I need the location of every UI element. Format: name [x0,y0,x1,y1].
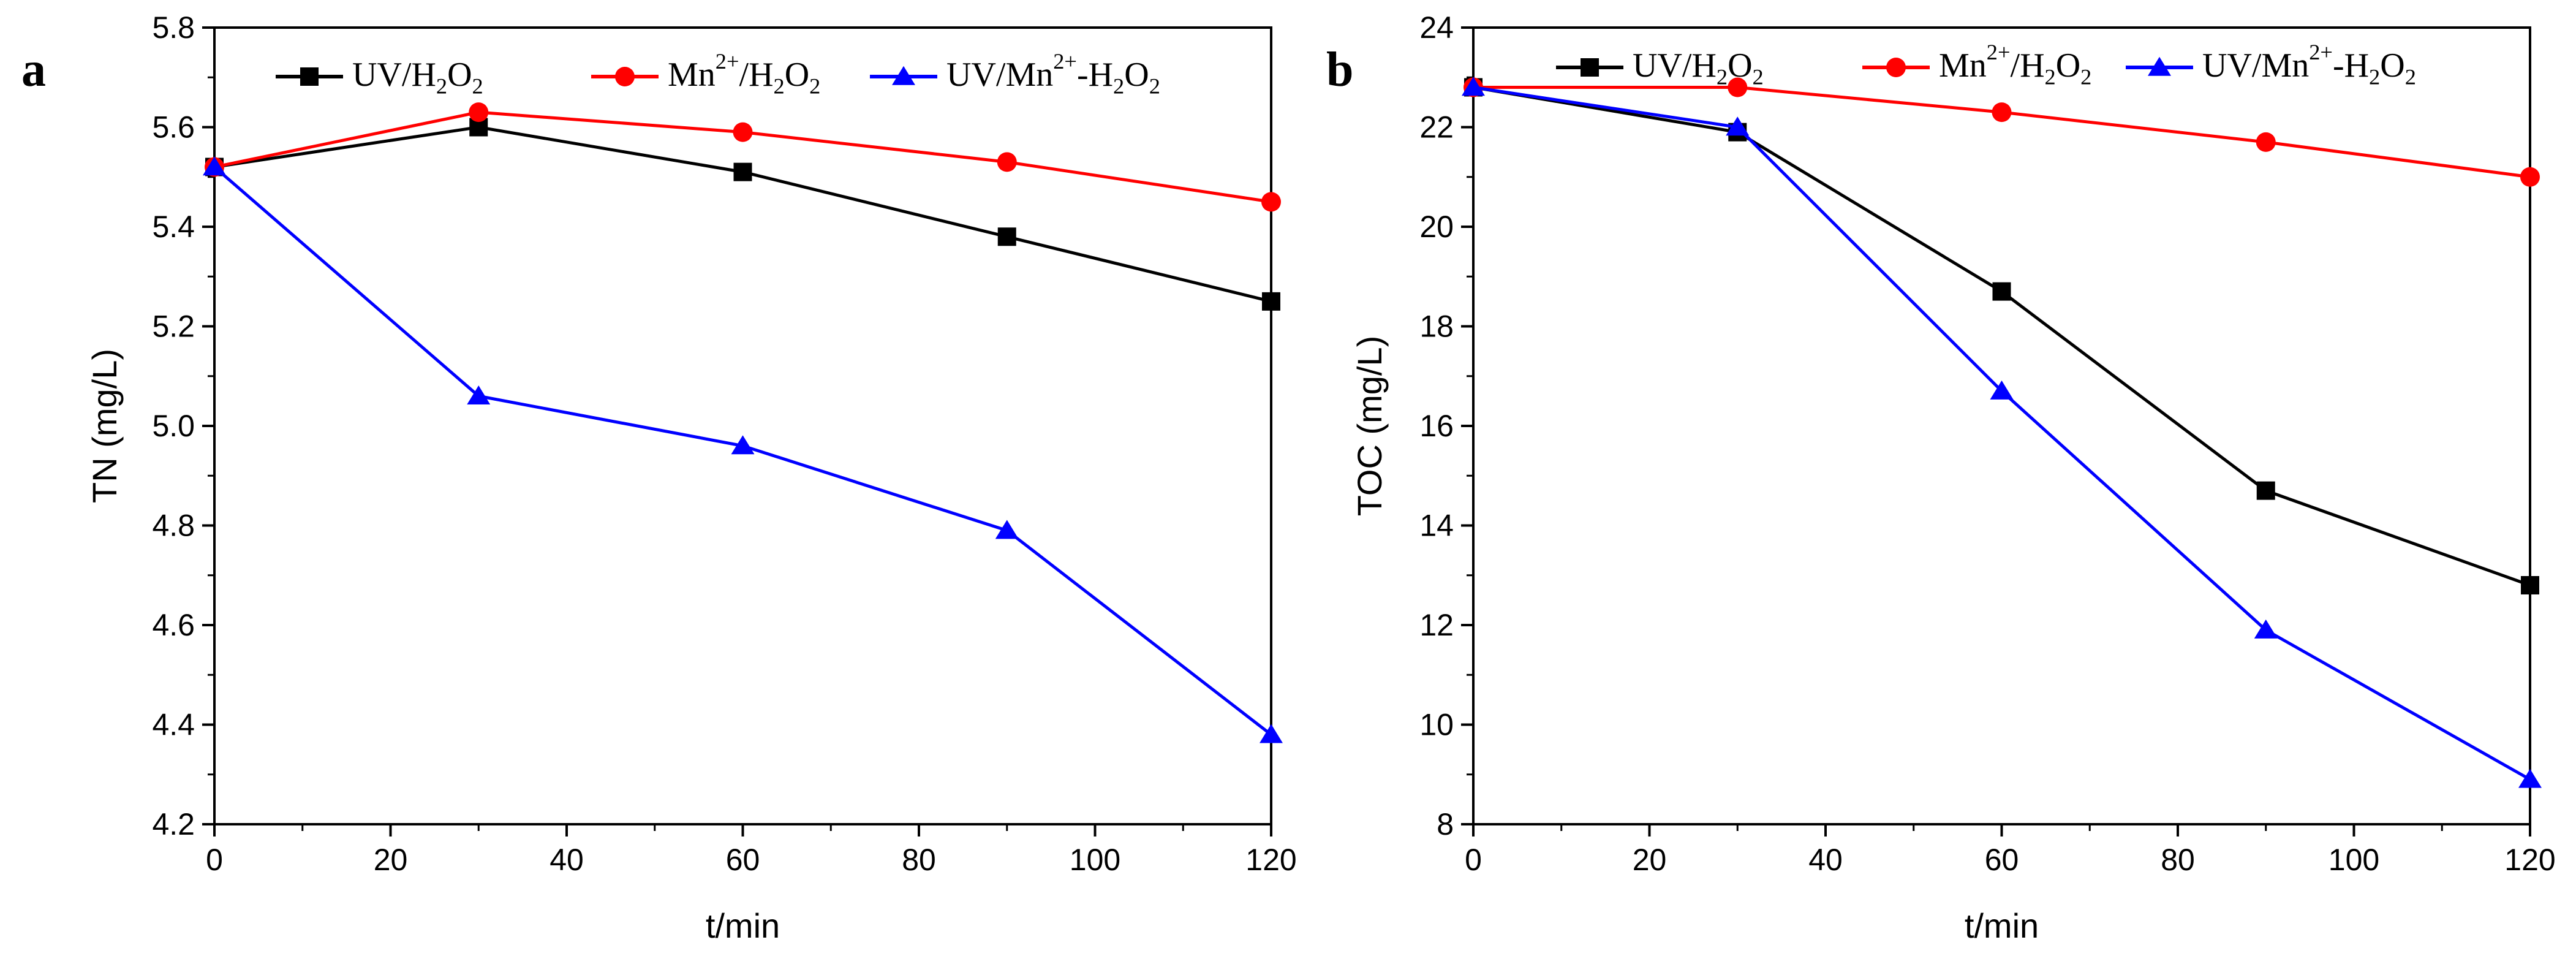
legend-label: Mn2+/H2O2 [1939,40,2091,89]
y-tick-label: 20 [1419,210,1454,244]
data-point [467,385,491,405]
series-mn2-h2o2 [1464,77,2540,187]
data-point [469,102,489,123]
legend-marker [892,66,915,85]
legend-marker [1886,58,1906,77]
data-point [1728,77,1748,97]
x-tick-label: 80 [902,843,936,877]
data-point [1726,116,1750,136]
data-point [997,227,1016,246]
data-point [2521,576,2539,594]
panel-letter: b [1326,43,1354,97]
data-point [1260,724,1283,743]
y-tick-label: 12 [1419,608,1454,642]
legend-item: UV/Mn2+-H2O2 [870,49,1160,98]
y-tick-label: 5.6 [152,110,195,145]
y-tick-label: 4.6 [152,608,195,642]
series-uv-mn2-h2o2 [203,156,1283,743]
legend: UV/H2O2 Mn2+/H2O2 UV/Mn2+-H2O2 [276,49,1160,98]
y-tick-label: 4.8 [152,509,195,543]
x-tick-label: 20 [1633,843,1667,877]
y-tick-label: 22 [1419,110,1454,145]
legend-item: UV/Mn2+-H2O2 [2126,40,2416,89]
data-point [2256,132,2276,152]
x-axis-label: t/min [1965,906,2039,945]
y-tick-label: 5.8 [152,10,195,45]
data-point [1261,192,1281,212]
legend-label: UV/Mn2+-H2O2 [946,49,1160,98]
legend-item: Mn2+/H2O2 [1862,40,2091,89]
legend-marker [2148,56,2171,76]
x-tick-label: 100 [1070,843,1120,877]
x-tick-label: 20 [374,843,408,877]
data-point [1990,380,2014,400]
plot-frame [213,26,1272,825]
legend-item: UV/H2O2 [1556,47,1764,89]
x-tick-label: 120 [2504,843,2555,877]
y-axis-label: TN (mg/L) [85,349,124,503]
series-line [214,125,1272,303]
y-tick-label: 18 [1419,309,1454,344]
x-tick-label: 120 [1245,843,1296,877]
data-point [731,435,755,455]
data-point [1462,77,1485,96]
y-tick-label: 10 [1419,708,1454,742]
x-tick-label: 40 [550,843,584,877]
y-tick-label: 5.2 [152,309,195,344]
legend-marker [1581,58,1599,77]
x-tick-label: 60 [1985,843,2019,877]
legend: UV/H2O2 Mn2+/H2O2 UV/Mn2+-H2O2 [1556,40,2416,89]
y-tick-label: 5.4 [152,210,195,244]
data-point [2518,768,2542,788]
x-tick-label: 0 [206,843,223,877]
series-line [1473,86,2531,179]
data-point [2520,167,2540,187]
y-tick-label: 8 [1437,807,1454,841]
legend-marker [615,67,635,86]
panel-letter: a [21,43,46,97]
series-mn2-h2o2 [205,102,1281,212]
y-tick-label: 14 [1419,509,1454,543]
x-tick-label: 80 [2161,843,2195,877]
data-point [2254,619,2278,639]
series-uv-mn2-h2o2 [1462,77,2542,788]
legend-item: Mn2+/H2O2 [591,49,820,98]
y-tick-label: 5.0 [152,409,195,443]
x-tick-label: 0 [1465,843,1482,877]
x-tick-label: 40 [1808,843,1843,877]
data-point [2256,481,2275,500]
y-tick-label: 16 [1419,409,1454,443]
data-point [1262,292,1280,311]
x-tick-label: 100 [2329,843,2379,877]
legend-marker [300,67,319,86]
legend-label: Mn2+/H2O2 [668,49,820,98]
series-uv-h2o2 [205,118,1280,311]
x-axis-label: t/min [706,906,780,945]
data-point [733,162,752,181]
y-tick-label: 24 [1419,10,1454,45]
legend-item: UV/H2O2 [276,56,483,98]
series-line [1473,86,2531,587]
series-line [1473,86,2531,781]
plot-frame [1472,26,2531,825]
legend-label: UV/Mn2+-H2O2 [2202,40,2416,89]
data-point [1992,282,2011,301]
x-tick-label: 60 [726,843,760,877]
panel-a: a 0 20 40 60 80 100 120 4.2 4.4 4.6 4.8 5.0 5.2 5.4 5.6… [21,10,1297,945]
data-point [1992,102,2012,123]
data-point [203,156,226,176]
legend-label: UV/H2O2 [352,56,483,98]
y-axis-label: TOC (mg/L) [1350,336,1389,517]
y-tick-label: 4.2 [152,807,195,841]
panel-b: b 0 20 40 60 80 100 120 8 10 12 14 16 18 20 22 24 t/min TO… [1326,10,2556,945]
data-point [995,520,1019,539]
data-point [997,152,1017,172]
data-point [733,122,753,142]
legend-label: UV/H2O2 [1633,47,1764,89]
y-tick-label: 4.4 [152,708,195,742]
